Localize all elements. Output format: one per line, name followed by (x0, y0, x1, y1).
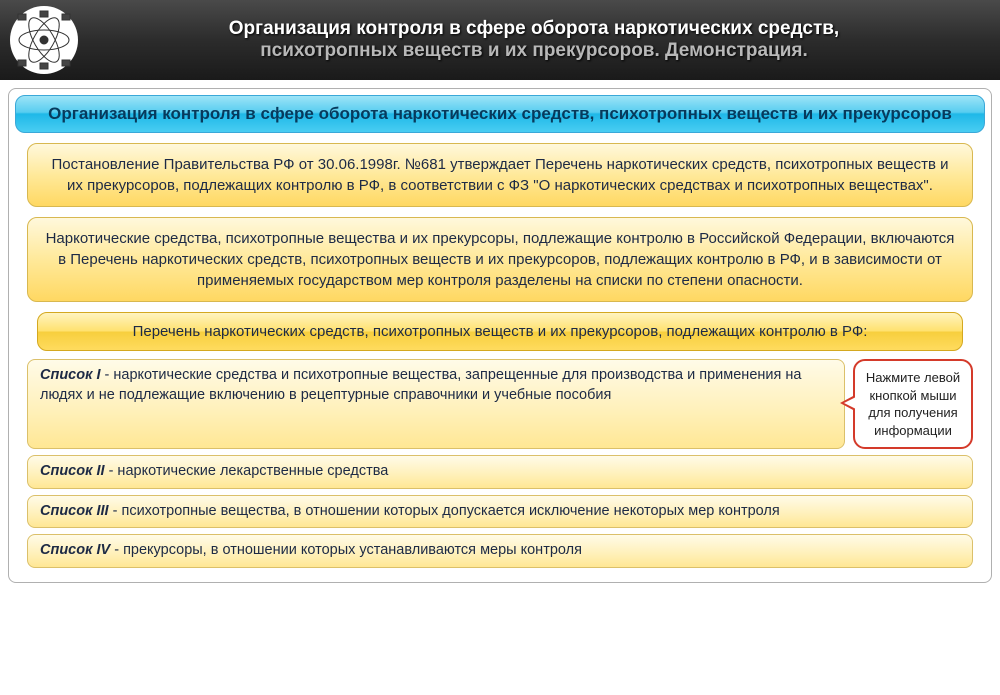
list-rest: - психотропные вещества, в отношении кот… (109, 503, 780, 519)
info-box-2: Наркотические средства, психотропные вещ… (27, 217, 973, 302)
page-header: Организация контроля в сфере оборота нар… (0, 0, 1000, 80)
list-row-4: Список IV - прекурсоры, в отношении кото… (27, 534, 973, 568)
list-item-4[interactable]: Список IV - прекурсоры, в отношении кото… (27, 534, 973, 568)
panel-title: Организация контроля в сфере оборота нар… (15, 95, 985, 133)
list-rest: - наркотические лекарственные средства (105, 463, 389, 479)
header-title: Организация контроля в сфере оборота нар… (78, 18, 990, 62)
list-row-3: Список III - психотропные вещества, в от… (27, 495, 973, 529)
section-header: Перечень наркотических средств, психотро… (37, 312, 963, 351)
network-logo-icon (10, 6, 78, 74)
header-title-line1: Организация контроля в сфере оборота нар… (88, 18, 980, 40)
list-lead: Список III (40, 503, 109, 519)
main-panel: Организация контроля в сфере оборота нар… (8, 88, 992, 583)
list-item-2[interactable]: Список II - наркотические лекарственные … (27, 455, 973, 489)
header-title-line2: психотропных веществ и их прекурсоров. Д… (88, 40, 980, 62)
list-row-2: Список II - наркотические лекарственные … (27, 455, 973, 489)
info-box-1: Постановление Правительства РФ от 30.06.… (27, 143, 973, 207)
list-row-1: Список I - наркотические средства и псих… (27, 359, 973, 449)
list-rest: - прекурсоры, в отношении которых устана… (110, 542, 582, 558)
list-lead: Список IV (40, 542, 110, 558)
tooltip-callout: Нажмите левой кнопкой мыши для получения… (853, 359, 973, 449)
list-lead: Список I (40, 367, 101, 383)
list-item-1[interactable]: Список I - наркотические средства и псих… (27, 359, 845, 449)
list-item-3[interactable]: Список III - психотропные вещества, в от… (27, 495, 973, 529)
list-lead: Список II (40, 463, 105, 479)
list-rest: - наркотические средства и психотропные … (40, 367, 801, 403)
content-area: Организация контроля в сфере оборота нар… (0, 80, 1000, 591)
